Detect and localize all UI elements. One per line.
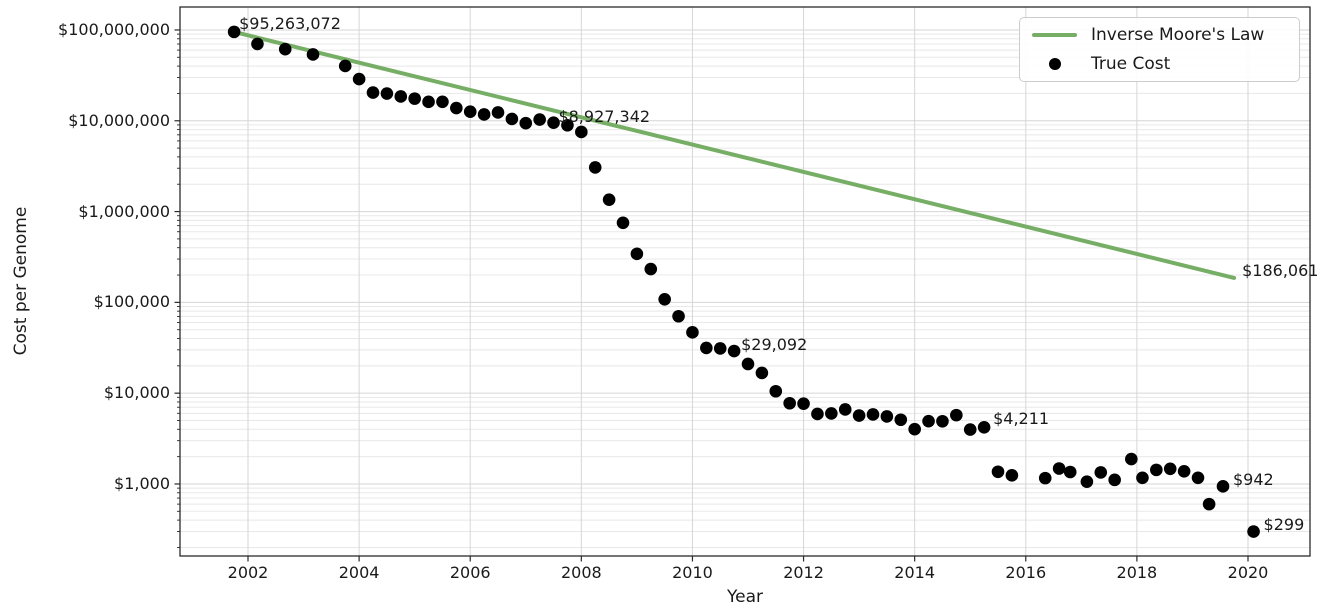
data-point bbox=[811, 407, 824, 421]
legend-label: True Cost bbox=[1091, 54, 1171, 75]
data-point bbox=[436, 95, 449, 109]
data-point bbox=[561, 118, 574, 132]
data-point bbox=[1136, 471, 1149, 485]
data-point bbox=[908, 422, 921, 436]
data-point bbox=[491, 106, 505, 119]
data-point bbox=[1191, 471, 1205, 485]
data-point bbox=[1005, 469, 1019, 482]
data-point bbox=[1080, 475, 1094, 488]
data-point bbox=[1202, 497, 1216, 511]
data-point bbox=[533, 113, 546, 126]
legend-item-true-cost: True Cost bbox=[1026, 50, 1291, 79]
data-point bbox=[1216, 480, 1230, 493]
data-point bbox=[991, 465, 1005, 479]
legend-line-key bbox=[1032, 32, 1077, 37]
data-point bbox=[575, 125, 588, 139]
data-point bbox=[519, 116, 533, 130]
data-point bbox=[644, 262, 658, 276]
x-axis-title: Year bbox=[727, 587, 763, 607]
data-point bbox=[1163, 462, 1177, 476]
data-point bbox=[1094, 466, 1108, 479]
data-point bbox=[616, 216, 630, 230]
data-point bbox=[797, 397, 810, 410]
data-point bbox=[630, 247, 644, 261]
data-point bbox=[450, 101, 463, 115]
data-point bbox=[852, 409, 866, 422]
data-point bbox=[408, 92, 421, 105]
data-point bbox=[505, 112, 519, 126]
data-point bbox=[825, 407, 838, 420]
data-point bbox=[1125, 452, 1138, 466]
data-point bbox=[547, 116, 560, 129]
data-point bbox=[880, 410, 894, 423]
data-point bbox=[838, 403, 852, 416]
inverse-moores-law-line bbox=[232, 29, 1237, 280]
plot-border bbox=[179, 6, 1311, 557]
data-point bbox=[338, 59, 352, 73]
data-point bbox=[251, 37, 264, 51]
data-point bbox=[672, 309, 685, 323]
black-dot-swatch-icon bbox=[1048, 58, 1061, 71]
data-point bbox=[700, 341, 713, 355]
data-point bbox=[769, 384, 783, 398]
data-point bbox=[963, 423, 977, 436]
data-point bbox=[727, 344, 741, 358]
data-point bbox=[366, 86, 380, 99]
green-line-swatch-icon bbox=[1032, 32, 1077, 37]
data-point bbox=[950, 408, 963, 422]
data-point bbox=[658, 293, 671, 306]
data-point bbox=[936, 414, 949, 428]
data-point bbox=[713, 342, 727, 355]
data-point bbox=[422, 95, 435, 109]
data-point bbox=[1247, 525, 1260, 538]
data-point bbox=[977, 420, 991, 434]
data-point bbox=[894, 413, 908, 427]
data-point bbox=[1052, 462, 1066, 475]
data-point bbox=[755, 366, 769, 380]
y-axis-title: Cost per Genome bbox=[11, 206, 31, 356]
data-point bbox=[783, 396, 796, 410]
data-point bbox=[1038, 471, 1052, 485]
data-point bbox=[1108, 473, 1121, 487]
data-point bbox=[866, 408, 880, 421]
data-point bbox=[1063, 465, 1077, 479]
data-point bbox=[741, 357, 755, 371]
data-point bbox=[588, 161, 602, 174]
data-point bbox=[352, 72, 366, 86]
data-point bbox=[227, 25, 241, 39]
data-point bbox=[278, 42, 292, 56]
data-point bbox=[394, 90, 408, 103]
legend-item-inverse-moores-law: Inverse Moore's Law bbox=[1026, 20, 1291, 49]
data-point bbox=[602, 193, 616, 206]
data-point bbox=[380, 87, 394, 100]
data-point bbox=[922, 414, 935, 428]
data-point bbox=[463, 105, 477, 118]
data-point bbox=[686, 326, 699, 339]
data-point bbox=[306, 48, 320, 61]
data-point bbox=[1150, 463, 1163, 477]
legend: Inverse Moore's Law True Cost bbox=[1019, 17, 1300, 82]
data-point bbox=[1177, 464, 1191, 478]
data-point bbox=[477, 108, 491, 121]
legend-label: Inverse Moore's Law bbox=[1091, 24, 1265, 45]
legend-dot-key bbox=[1032, 58, 1077, 71]
